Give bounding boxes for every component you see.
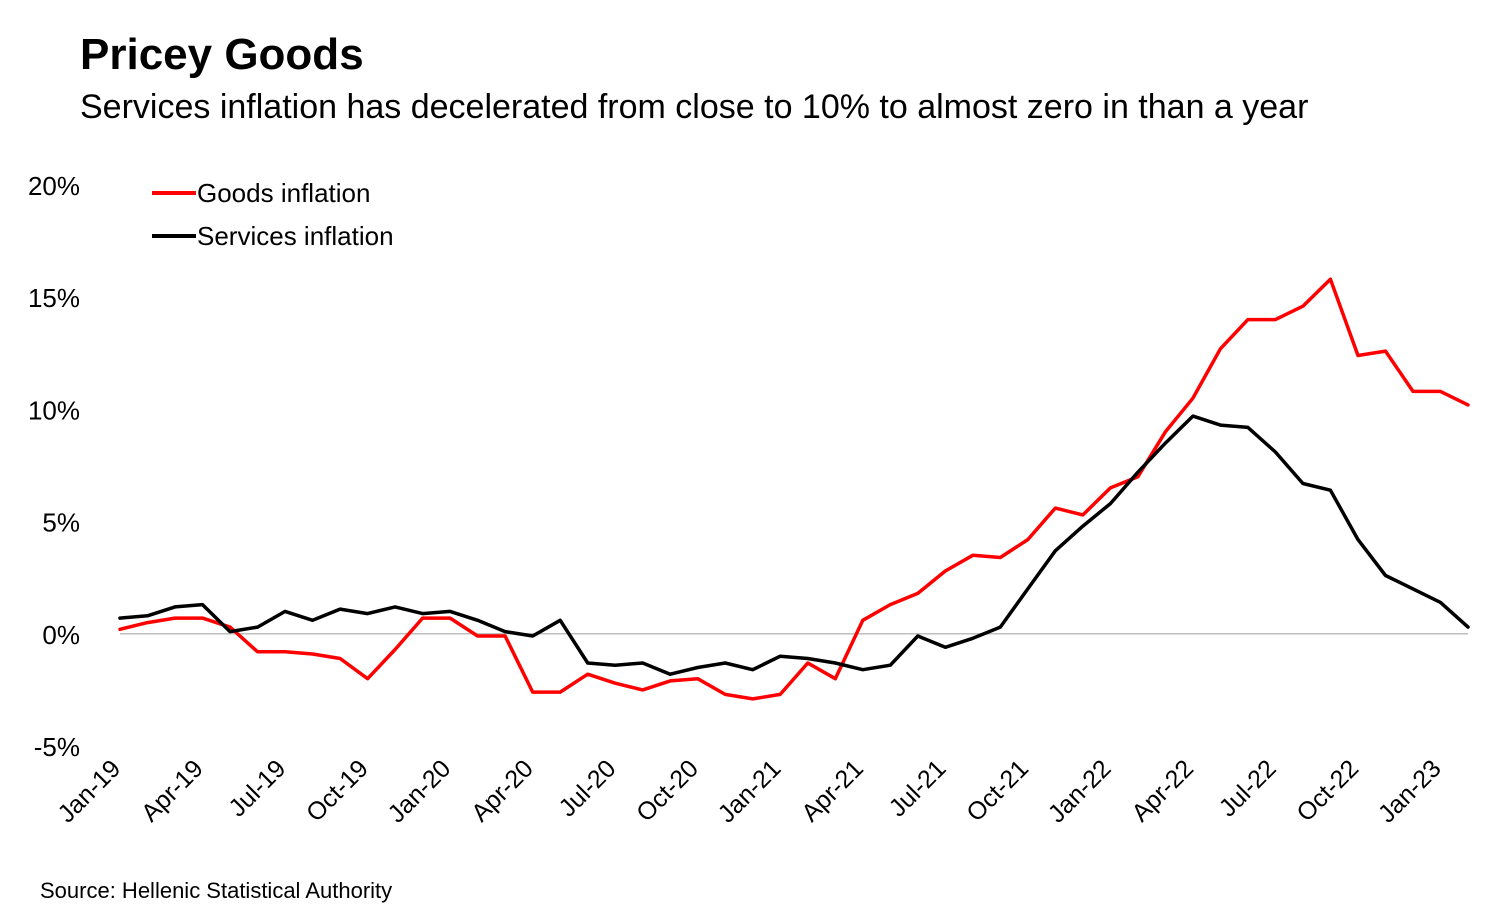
services-inflation-line — [118, 414, 1470, 676]
x-axis: Jan-19 Apr-19 Jul-19 Oct-19 Jan-20 Apr-20 Jul-… — [52, 754, 1446, 828]
source-note: Source: Hellenic Statistical Authority — [40, 878, 393, 903]
x-tick-label: Apr-19 — [136, 754, 209, 827]
y-axis: -5% 0% 5% 10% 15% 20% — [28, 171, 1468, 762]
series-lines — [118, 277, 1470, 701]
goods-inflation-line — [118, 277, 1470, 701]
x-tick-label: Jul-20 — [553, 754, 621, 822]
y-tick-label: 15% — [28, 283, 80, 313]
x-tick-label: Jan-19 — [52, 754, 126, 828]
x-tick-label: Jan-22 — [1043, 754, 1117, 828]
legend-label: Services inflation — [197, 221, 394, 251]
x-tick-label: Apr-22 — [1126, 754, 1199, 827]
chart-title: Pricey Goods — [80, 30, 364, 79]
chart-subtitle: Services inflation has decelerated from … — [80, 88, 1309, 126]
x-tick-label: Oct-21 — [961, 754, 1034, 827]
legend-services: Services inflation — [152, 221, 394, 251]
y-tick-label: -5% — [34, 732, 80, 762]
y-tick-label: 5% — [42, 508, 80, 538]
legend: Goods inflation Services inflation — [152, 178, 394, 251]
x-tick-label: Jan-21 — [713, 754, 787, 828]
legend-goods: Goods inflation — [152, 178, 370, 208]
x-tick-label: Jan-23 — [1373, 754, 1447, 828]
x-tick-label: Jul-19 — [223, 754, 291, 822]
x-tick-label: Oct-22 — [1291, 754, 1364, 827]
legend-label: Goods inflation — [197, 178, 370, 208]
x-tick-label: Apr-21 — [796, 754, 869, 827]
y-tick-label: 10% — [28, 395, 80, 425]
x-tick-label: Jul-22 — [1214, 754, 1282, 822]
x-tick-label: Oct-20 — [631, 754, 704, 827]
x-tick-label: Apr-20 — [466, 754, 539, 827]
x-tick-label: Oct-19 — [301, 754, 374, 827]
x-tick-label: Jul-21 — [884, 754, 952, 822]
y-tick-label: 20% — [28, 171, 80, 201]
y-tick-label: 0% — [42, 620, 80, 650]
x-tick-label: Jan-20 — [383, 754, 457, 828]
